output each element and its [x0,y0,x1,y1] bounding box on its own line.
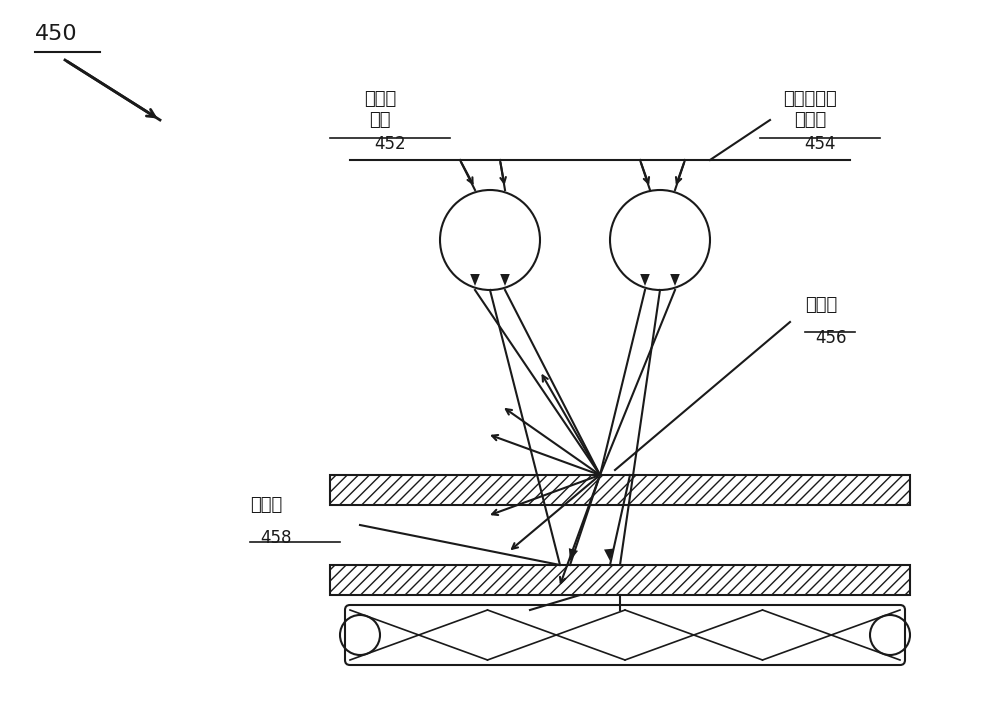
Text: 458: 458 [260,529,292,547]
Text: 视网膜上的
杂散光: 视网膜上的 杂散光 [783,90,837,129]
Polygon shape [604,549,614,561]
Polygon shape [500,274,510,286]
Text: 视网膜
图像: 视网膜 图像 [364,90,396,129]
Text: 452: 452 [374,135,406,153]
Bar [330,565,910,595]
Polygon shape [640,274,650,286]
Polygon shape [470,274,480,286]
Text: 光散射: 光散射 [805,296,837,314]
Text: 光散射: 光散射 [250,496,282,514]
Bar [330,475,910,505]
Text: 456: 456 [815,329,846,347]
Text: 454: 454 [804,135,836,153]
Text: 450: 450 [35,24,78,44]
Polygon shape [670,274,680,286]
Polygon shape [569,548,578,561]
